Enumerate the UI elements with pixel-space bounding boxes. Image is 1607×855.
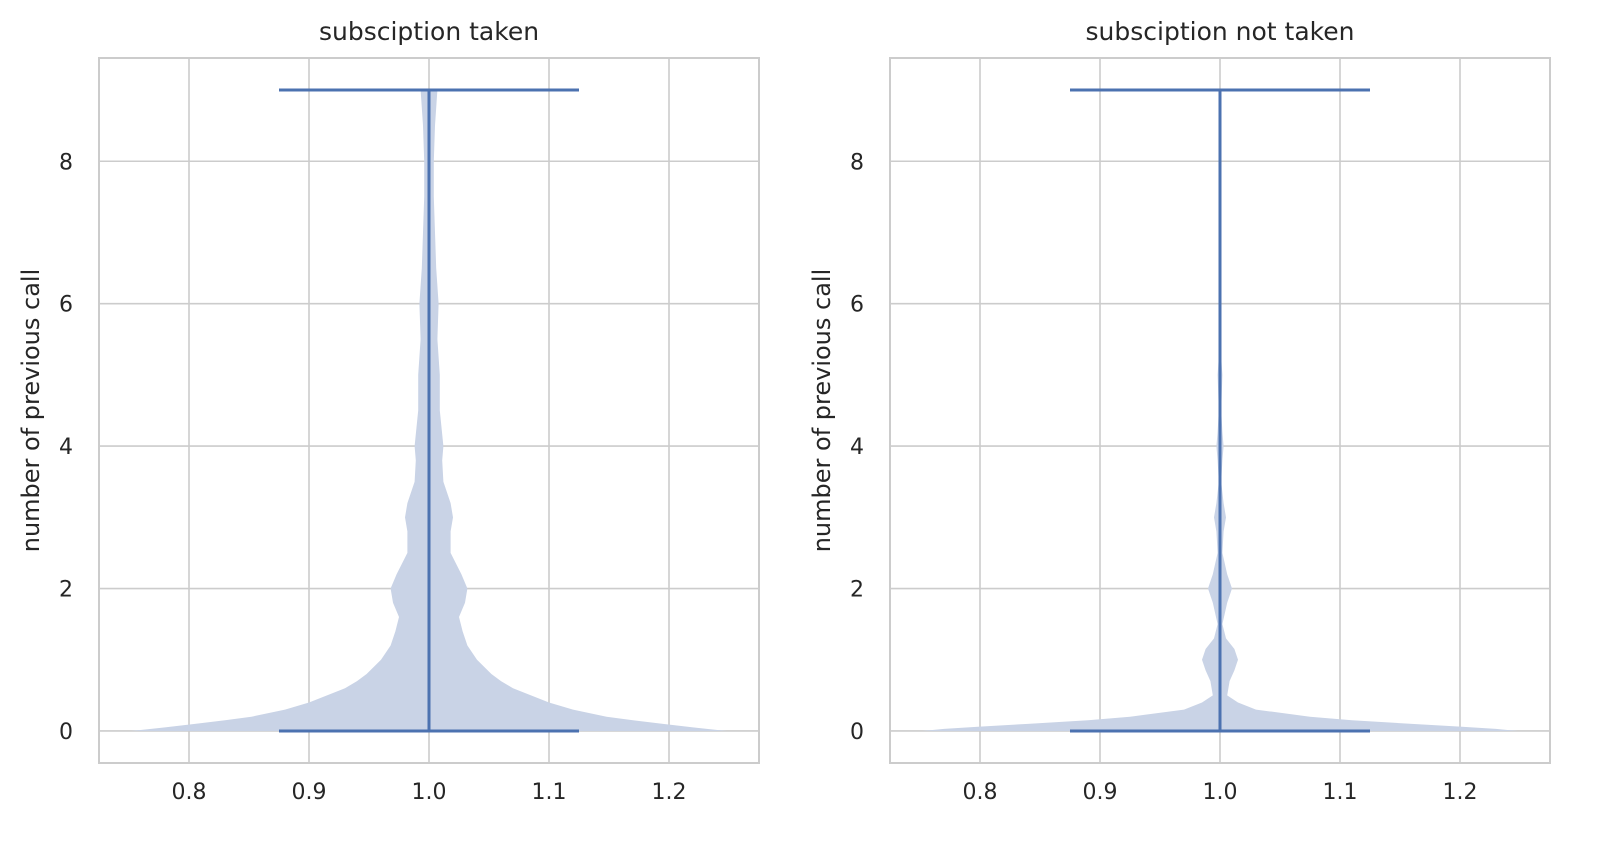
plot-title: subsciption taken <box>319 17 539 46</box>
x-tick-label: 1.2 <box>1443 780 1478 805</box>
plot-title: subsciption not taken <box>1086 17 1355 46</box>
x-tick-label: 1.1 <box>532 780 567 805</box>
x-tick-label: 1.1 <box>1323 780 1358 805</box>
axes-frame <box>889 57 1551 764</box>
x-tick-label: 0.8 <box>172 780 207 805</box>
y-tick-label: 8 <box>59 150 73 175</box>
y-axis-label: number of previous call <box>808 269 836 553</box>
y-tick-label: 0 <box>59 720 73 745</box>
violin-min-max-lines <box>1070 88 1370 733</box>
violin-min-max-lines <box>279 88 579 733</box>
y-tick-label: 2 <box>850 578 864 603</box>
x-tick-label: 1.0 <box>412 780 447 805</box>
x-tick-label: 1.0 <box>1203 780 1238 805</box>
x-tick-label: 0.9 <box>292 780 327 805</box>
y-tick-labels: 0 2 4 6 8 <box>850 150 864 745</box>
y-tick-label: 0 <box>850 720 864 745</box>
x-tick-labels: 0.8 0.9 1.0 1.1 1.2 <box>963 780 1478 805</box>
y-tick-labels: 0 2 4 6 8 <box>59 150 73 745</box>
x-tick-labels: 0.8 0.9 1.0 1.1 1.2 <box>172 780 687 805</box>
x-tick-label: 0.8 <box>963 780 998 805</box>
x-tick-label: 1.2 <box>652 780 687 805</box>
axes-frame <box>98 57 760 764</box>
violin-panel-subscription-not-taken: 0.8 0.9 1.0 1.1 1.2 0 2 4 6 8 subsciption not ta… <box>808 17 1551 805</box>
y-axis-label: number of previous call <box>17 269 45 553</box>
y-tick-label: 2 <box>59 578 73 603</box>
y-tick-label: 4 <box>850 435 864 460</box>
y-tick-label: 6 <box>59 293 73 318</box>
y-tick-label: 4 <box>59 435 73 460</box>
y-tick-label: 8 <box>850 150 864 175</box>
y-tick-label: 6 <box>850 293 864 318</box>
x-tick-label: 0.9 <box>1083 780 1118 805</box>
